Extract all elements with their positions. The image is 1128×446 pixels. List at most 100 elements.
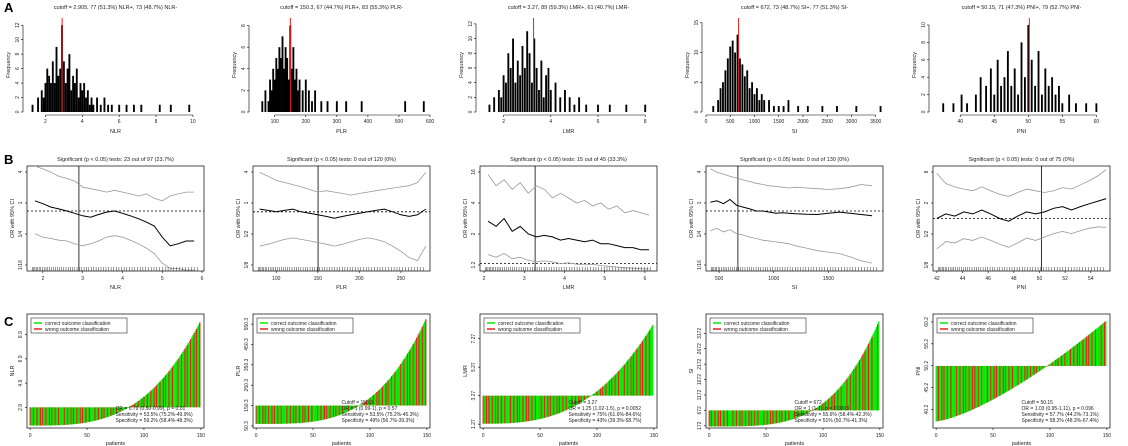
correct-classification-bar	[839, 387, 841, 411]
correct-classification-bar	[87, 407, 89, 423]
correct-classification-bar	[808, 410, 811, 413]
correct-classification-bar	[256, 405, 258, 424]
plot-frame	[26, 313, 205, 429]
correct-classification-bar	[35, 407, 37, 426]
correct-classification-bar	[767, 410, 770, 425]
wrong-classification-bar	[618, 370, 620, 396]
wrong-classification-bar	[500, 395, 503, 424]
correct-classification-bar	[778, 410, 780, 423]
histogram-bar	[404, 101, 407, 112]
y-tick-label: 1	[18, 201, 24, 204]
x-tick-label: 5	[161, 276, 164, 282]
x-tick-label: 100	[271, 119, 280, 125]
x-tick-label: 150	[650, 433, 659, 439]
correct-classification-bar	[384, 384, 386, 406]
wrong-classification-bar	[268, 405, 270, 424]
correct-classification-bar	[490, 395, 492, 424]
correct-classification-bar	[856, 363, 858, 411]
x-axis-label: PLR	[336, 285, 347, 291]
correct-classification-bar	[970, 365, 973, 411]
correct-classification-bar	[188, 340, 191, 408]
correct-classification-bar	[1016, 365, 1018, 386]
correct-classification-bar	[740, 410, 742, 427]
correct-classification-bar	[635, 350, 637, 396]
histogram-bar	[140, 104, 143, 112]
histogram-bar	[549, 89, 552, 112]
histogram-bar	[55, 46, 58, 112]
correct-classification-bar	[1047, 365, 1049, 367]
wrong-classification-bar	[1076, 343, 1078, 366]
correct-classification-bar	[798, 410, 800, 417]
histogram-bar	[188, 104, 191, 112]
x-tick-label: 1500	[773, 119, 784, 125]
y-axis-label: OR with 95% CI	[916, 198, 922, 238]
y-tick-label: 6	[468, 66, 474, 69]
correct-classification-bar	[505, 395, 507, 424]
histogram-bar	[96, 97, 98, 112]
correct-classification-bar	[420, 328, 422, 406]
correct-classification-bar	[367, 399, 369, 406]
histogram-bar	[797, 106, 800, 112]
x-tick-label: 200	[355, 276, 364, 282]
histogram-bar	[523, 67, 526, 112]
histogram-bar	[731, 40, 734, 112]
plot-frame	[479, 165, 658, 272]
correct-classification-bar	[961, 365, 964, 414]
or-panel-nlr: Significant (p < 0.05) tests: 23 out of …	[10, 157, 205, 291]
wrong-classification-bar	[574, 395, 577, 406]
x-axis-label: NLR	[110, 285, 121, 291]
wrong-classification-bar	[482, 395, 484, 424]
correct-classification-bar	[334, 405, 336, 417]
wrong-classification-bar	[831, 395, 833, 411]
histogram-panel-lmr: cutoff = 3.27, 89 (59.3%) LMR+, 61 (40.7…	[459, 5, 647, 135]
wrong-classification-bar	[732, 410, 734, 427]
wrong-classification-bar	[1020, 365, 1023, 383]
stats-line: OR = 1 (0.99-1), p = 0.57	[342, 406, 398, 412]
correct-classification-bar	[718, 410, 721, 427]
wrong-classification-bar	[101, 407, 103, 419]
histogram-bar	[1095, 103, 1098, 112]
wrong-classification-bar	[155, 385, 158, 408]
correct-classification-bar	[417, 335, 419, 406]
y-tick-label: 2	[924, 201, 930, 204]
correct-classification-bar	[362, 402, 364, 406]
y-tick-label: 1	[244, 201, 250, 204]
row-label-c: C	[4, 314, 14, 329]
x-axis-label: PNI	[1017, 129, 1027, 135]
wrong-classification-bar	[645, 335, 647, 396]
y-tick-label: 8	[921, 41, 927, 44]
wrong-classification-bar	[48, 407, 51, 426]
correct-classification-bar	[40, 407, 43, 426]
x-tick-label: 4	[81, 119, 84, 125]
y-tick-label: 3172	[697, 328, 703, 339]
wrong-classification-bar	[1048, 364, 1050, 366]
correct-classification-bar	[935, 365, 937, 422]
panel-title: Significant (p < 0.05) tests: 0 out of 1…	[287, 157, 396, 163]
correct-classification-bar	[413, 341, 416, 406]
wrong-classification-bar	[571, 395, 573, 408]
wrong-classification-bar	[381, 386, 384, 406]
correct-classification-bar	[370, 396, 372, 406]
correct-classification-bar	[776, 410, 779, 424]
histogram-bar	[1061, 103, 1064, 112]
wrong-classification-bar	[391, 376, 393, 406]
histogram-bar	[505, 82, 507, 113]
wrong-classification-bar	[369, 397, 371, 406]
correct-classification-bar	[402, 360, 404, 406]
histogram-bar	[748, 88, 751, 112]
correct-classification-bar	[872, 334, 874, 411]
ci-lower-line	[34, 233, 195, 271]
wrong-classification-bar	[286, 405, 288, 424]
histogram-bar	[1017, 94, 1020, 112]
correct-classification-bar	[56, 407, 59, 426]
wrong-classification-bar	[70, 407, 72, 425]
correct-classification-bar	[405, 355, 408, 406]
correct-classification-bar	[823, 402, 825, 411]
x-tick-label: 6	[644, 276, 647, 282]
wrong-classification-bar	[1051, 362, 1053, 366]
correct-classification-bar	[75, 407, 77, 424]
wrong-classification-bar	[338, 405, 340, 416]
wrong-classification-bar	[833, 393, 836, 411]
histogram-bar	[90, 97, 93, 112]
